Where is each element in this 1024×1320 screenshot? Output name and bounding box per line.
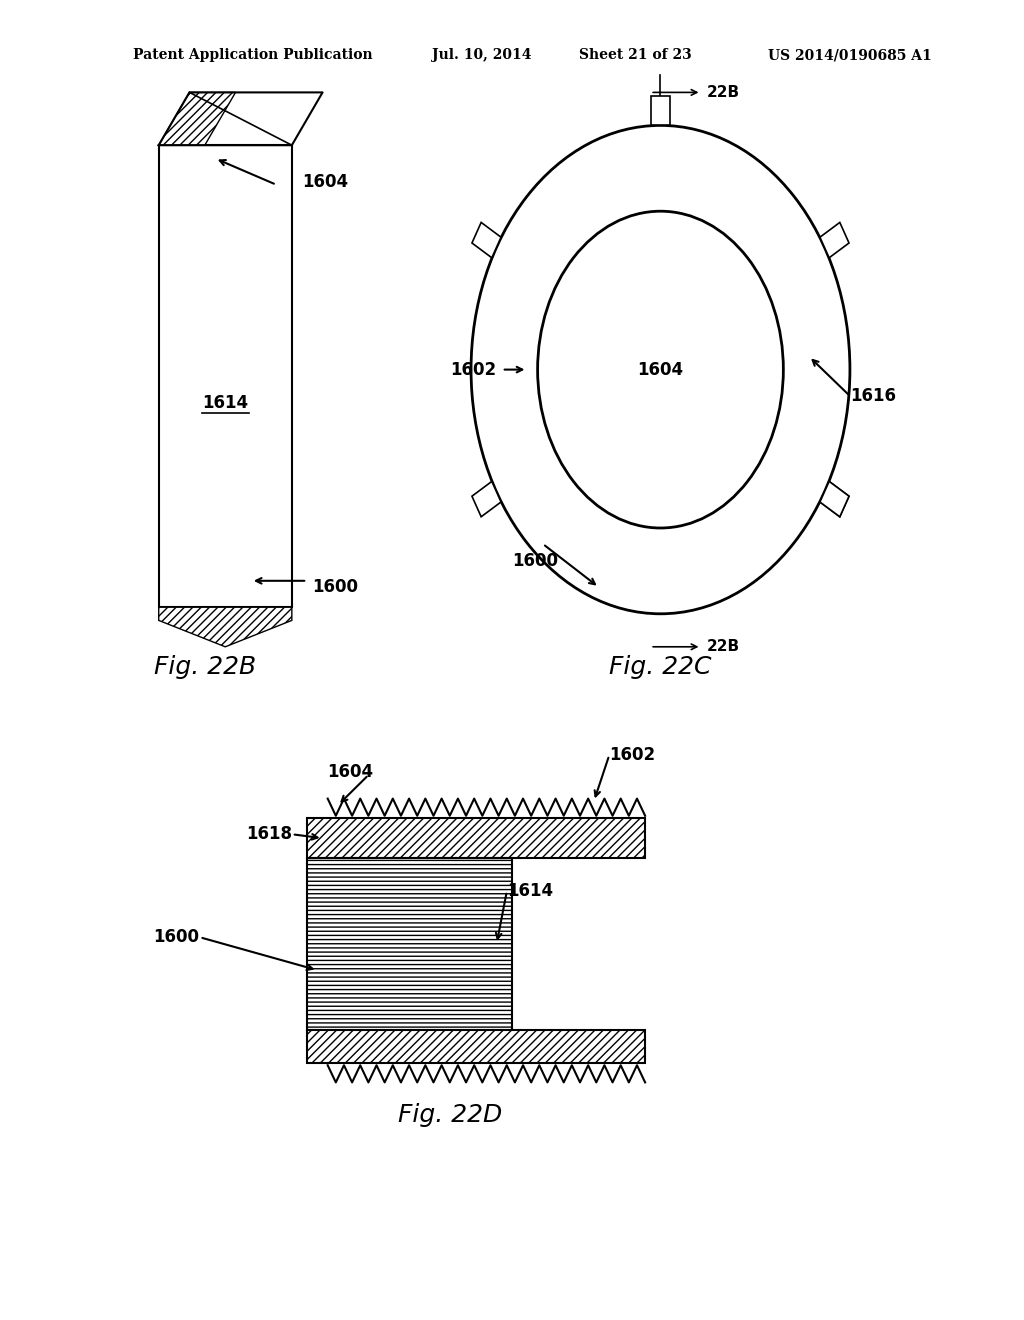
Bar [307,818,645,858]
Polygon shape [159,92,236,145]
Text: 22B: 22B [707,639,739,655]
Text: 1604: 1604 [328,763,374,781]
Text: Fig. 22D: Fig. 22D [398,1104,503,1127]
Text: 1602: 1602 [609,746,655,764]
Polygon shape [159,607,292,647]
Text: 1618: 1618 [246,825,292,843]
Polygon shape [472,223,501,257]
Polygon shape [472,482,501,516]
Circle shape [538,211,783,528]
Text: 1616: 1616 [850,387,896,405]
Text: 1614: 1614 [202,393,249,412]
Text: 1602: 1602 [451,360,497,379]
Polygon shape [820,223,849,257]
Text: Patent Application Publication: Patent Application Publication [133,49,373,62]
Bar [159,145,292,607]
Bar [307,858,512,1030]
Circle shape [471,125,850,614]
Text: 1600: 1600 [154,928,200,946]
Polygon shape [820,482,849,516]
Text: Fig. 22B: Fig. 22B [154,655,256,678]
Text: Sheet 21 of 23: Sheet 21 of 23 [579,49,691,62]
Text: 1614: 1614 [507,882,553,900]
Text: 1604: 1604 [302,173,348,191]
Text: 1600: 1600 [312,578,358,597]
Polygon shape [820,482,849,516]
Polygon shape [651,96,670,125]
Bar [307,1030,645,1063]
Text: 1604: 1604 [637,360,684,379]
Text: 1600: 1600 [512,552,558,570]
Text: 22B: 22B [707,84,739,100]
Text: US 2014/0190685 A1: US 2014/0190685 A1 [768,49,932,62]
Text: Fig. 22C: Fig. 22C [609,655,712,678]
Text: Jul. 10, 2014: Jul. 10, 2014 [431,49,531,62]
